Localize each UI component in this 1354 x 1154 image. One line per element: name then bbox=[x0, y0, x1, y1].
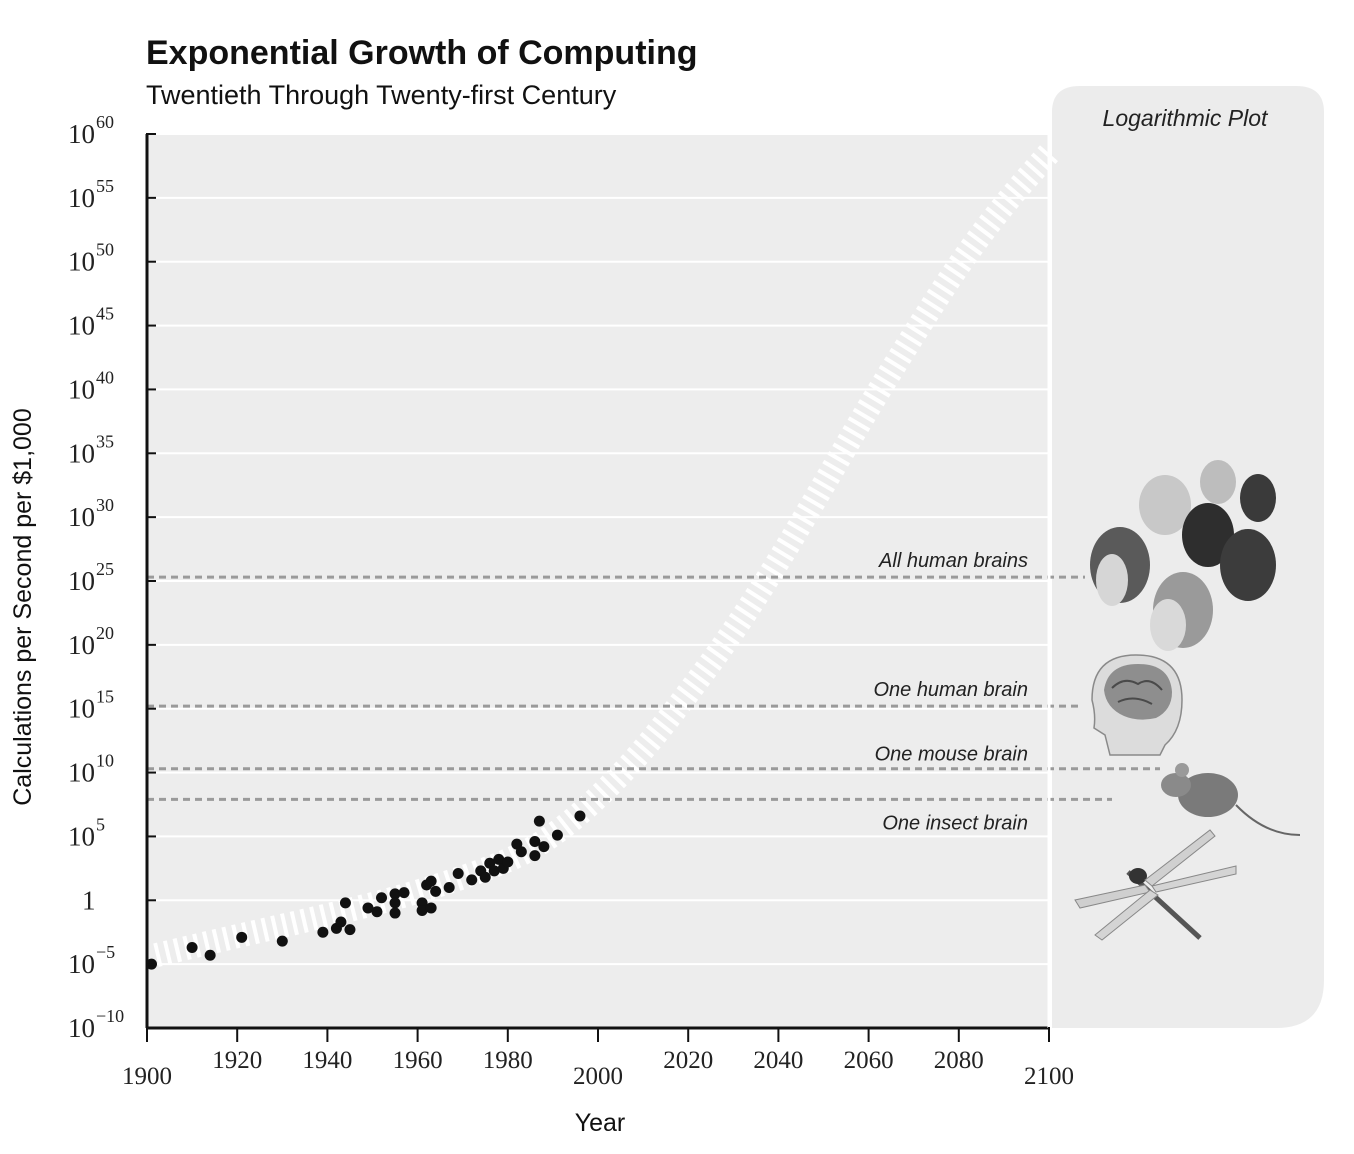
y-tick-label: 1035 bbox=[68, 431, 114, 468]
y-tick-label: 1030 bbox=[68, 495, 114, 532]
y-tick-label: 1055 bbox=[68, 176, 114, 213]
x-tick-label: 2040 bbox=[753, 1047, 803, 1074]
y-tick-label: 10−10 bbox=[68, 1006, 124, 1043]
y-tick-label: 1045 bbox=[68, 304, 114, 341]
x-tick-label: 2060 bbox=[844, 1047, 894, 1074]
data-point bbox=[493, 853, 505, 865]
data-point bbox=[186, 942, 198, 954]
chart-title: Exponential Growth of Computing bbox=[146, 34, 698, 72]
data-point bbox=[502, 856, 514, 868]
y-tick-label: 1040 bbox=[68, 367, 114, 404]
y-tick-label: 1 bbox=[82, 885, 96, 915]
reference-lines: All human brains One human brain One mouse… bbox=[147, 550, 1160, 834]
data-point bbox=[466, 874, 478, 886]
data-point bbox=[389, 888, 401, 900]
y-tick-label: 1050 bbox=[68, 240, 114, 277]
data-point bbox=[371, 906, 383, 918]
dragonfly-icon bbox=[1074, 829, 1237, 941]
data-point bbox=[574, 810, 586, 822]
data-point bbox=[389, 907, 401, 919]
data-point bbox=[204, 949, 216, 961]
x-tick-label: 1940 bbox=[302, 1047, 352, 1074]
x-tick-label: 2080 bbox=[934, 1047, 984, 1074]
data-point bbox=[389, 897, 401, 909]
y-tick-label: 1010 bbox=[68, 751, 114, 788]
y-tick-label: 105 bbox=[68, 814, 105, 851]
reference-label: One insect brain bbox=[882, 812, 1028, 834]
data-point bbox=[416, 897, 428, 909]
y-tick-label: 1020 bbox=[68, 623, 114, 660]
data-point bbox=[339, 897, 351, 909]
data-point bbox=[398, 887, 410, 899]
data-point bbox=[276, 935, 288, 947]
y-tick-label: 1060 bbox=[68, 112, 114, 149]
x-tick-label: 1980 bbox=[483, 1047, 533, 1074]
data-point bbox=[538, 841, 550, 853]
data-point bbox=[376, 892, 388, 904]
x-tick-label: 1960 bbox=[393, 1047, 443, 1074]
data-point bbox=[479, 871, 491, 883]
data-point bbox=[529, 850, 541, 862]
data-point bbox=[335, 916, 347, 928]
data-point bbox=[425, 902, 437, 914]
x-axis-ticks: 1900 1920 1940 1960 1980 2000 2020 2040 2060 2080… bbox=[122, 1027, 1074, 1090]
data-point bbox=[443, 882, 455, 894]
mouse-icon bbox=[1161, 763, 1301, 836]
data-point bbox=[452, 867, 464, 879]
data-point bbox=[317, 926, 329, 938]
y-tick-label: 1015 bbox=[68, 687, 114, 724]
reference-label: All human brains bbox=[878, 550, 1028, 572]
data-point bbox=[488, 865, 500, 877]
x-axis-label: Year bbox=[575, 1109, 626, 1137]
side-panel bbox=[1052, 86, 1324, 1028]
data-point bbox=[416, 905, 428, 917]
y-axis-ticks: 10−10 10−5 1 105 1010 1015 1020 1025 1030 1035 104… bbox=[68, 112, 156, 1043]
data-point bbox=[362, 902, 374, 914]
y-tick-label: 10−5 bbox=[68, 942, 115, 979]
x-tick-label: 2000 bbox=[573, 1063, 623, 1090]
gridlines bbox=[147, 133, 1049, 966]
y-tick-label: 1025 bbox=[68, 559, 114, 596]
x-tick-label: 1900 bbox=[122, 1063, 172, 1090]
data-point bbox=[529, 836, 541, 848]
brain-head-icon bbox=[1091, 654, 1183, 756]
data-point bbox=[236, 931, 248, 943]
data-point bbox=[430, 885, 442, 897]
data-point bbox=[344, 924, 356, 936]
data-point bbox=[515, 846, 527, 858]
x-tick-label: 2020 bbox=[663, 1047, 713, 1074]
data-points bbox=[146, 810, 586, 970]
reference-label: One human brain bbox=[873, 679, 1028, 701]
data-point bbox=[425, 875, 437, 887]
y-axis-label: Calculations per Second per $1,000 bbox=[9, 408, 37, 806]
data-point bbox=[533, 815, 545, 827]
data-point bbox=[551, 829, 563, 841]
side-panel-label: Logarithmic Plot bbox=[1103, 105, 1270, 131]
chart-subtitle: Twentieth Through Twenty-first Century bbox=[146, 80, 617, 110]
x-tick-label: 1920 bbox=[212, 1047, 262, 1074]
crowd-of-heads-icon bbox=[1090, 460, 1276, 651]
x-tick-label: 2100 bbox=[1024, 1063, 1074, 1090]
reference-label: One mouse brain bbox=[875, 744, 1028, 766]
